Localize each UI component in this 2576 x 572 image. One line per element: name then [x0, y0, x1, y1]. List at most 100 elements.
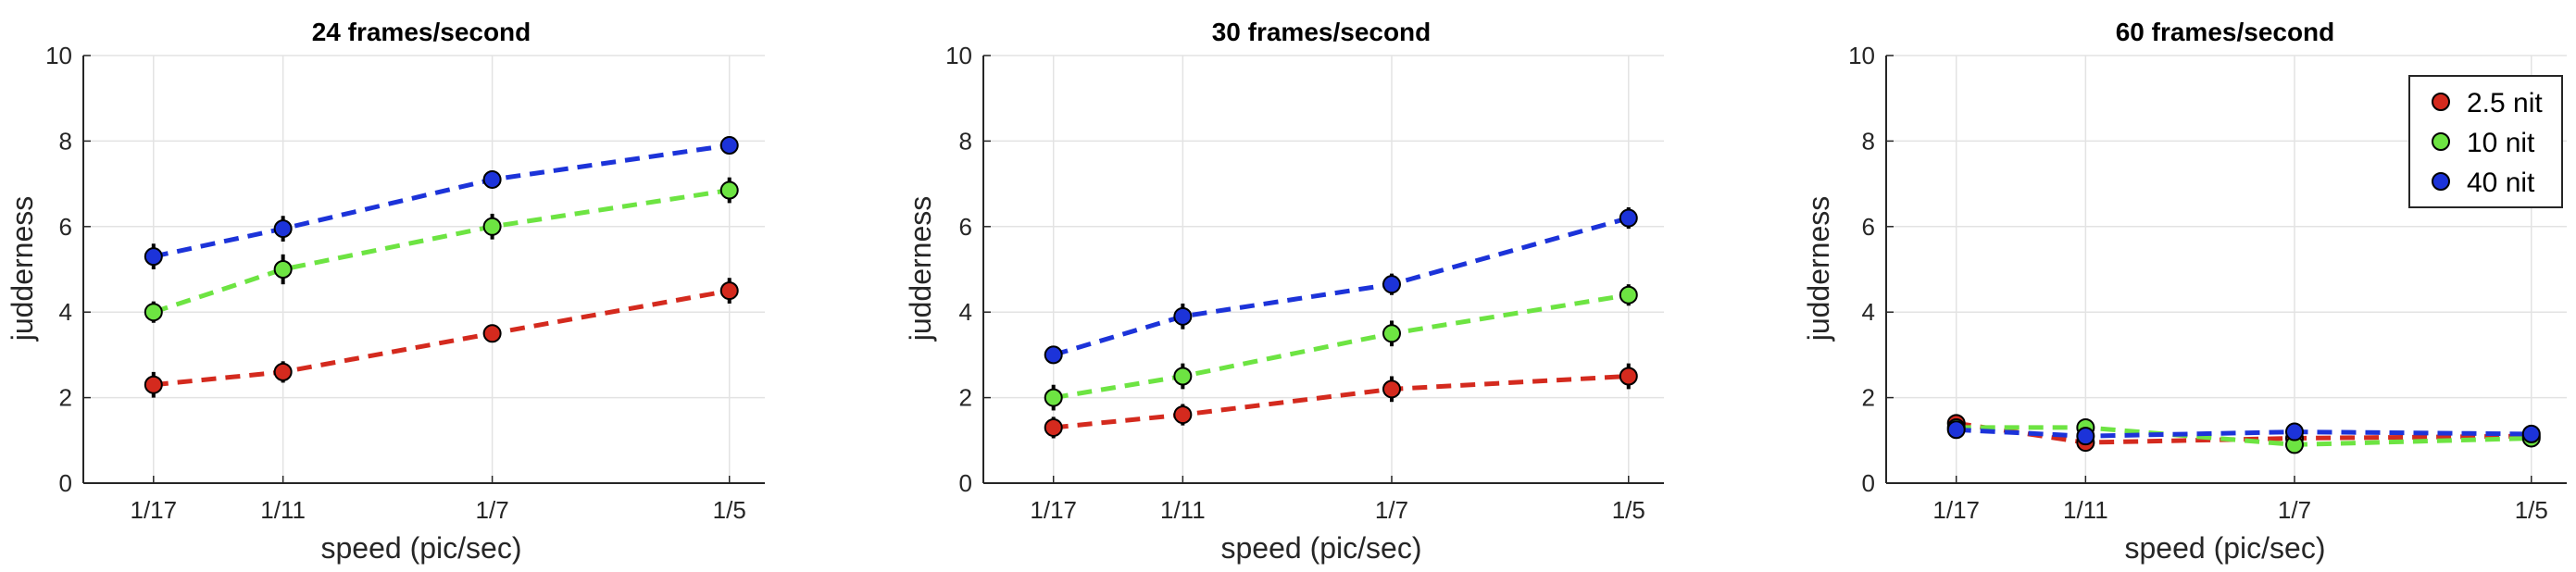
x-tick-label: 1/5 [2515, 496, 2548, 524]
series-line [1956, 420, 2532, 445]
data-point [1382, 379, 1401, 399]
series-10-nit [1053, 292, 1630, 401]
series-line [1053, 374, 1629, 430]
data-point [1382, 324, 1401, 343]
series-markers [1044, 284, 1638, 411]
series-line [153, 143, 731, 259]
x-tick-label: 1/11 [2063, 496, 2108, 524]
series-markers [1946, 420, 2541, 446]
data-point [144, 303, 163, 322]
series-markers [1044, 363, 1638, 439]
data-point [2521, 424, 2541, 443]
series-line [1053, 292, 1630, 401]
chart-panel-30fps: 30 frames/second speed (pic/sec) juddern… [904, 18, 1664, 565]
y-tick-label: 10 [1848, 42, 1875, 69]
legend-label: 2.5 nit [2467, 88, 2543, 118]
y-axis-label: judderness [6, 196, 39, 342]
series-2-5-nit [1053, 374, 1629, 430]
series-2-5-nit [1956, 420, 2532, 445]
legend: 2.5 nit 10 nit 40 nit [2408, 75, 2563, 208]
x-tick-label: 1/17 [1030, 496, 1077, 524]
data-point [1619, 285, 1638, 305]
series-2-5-nit [153, 288, 731, 388]
series-markers [1044, 207, 1638, 365]
y-axis-label: judderness [904, 196, 937, 342]
x-tick-label: 1/17 [131, 496, 178, 524]
series-markers [144, 278, 739, 398]
y-tick-label: 2 [1862, 384, 1875, 412]
x-axis-label: speed (pic/sec) [2125, 531, 2326, 565]
data-point [144, 375, 163, 394]
axes: 0 2 4 6 8 10 1/17 1/11 1/7 1/5 [945, 42, 1664, 524]
series-10-nit [1956, 425, 2532, 447]
x-tick-label: 1/7 [2278, 496, 2311, 524]
chart-panel-60fps: 60 frames/second speed (pic/sec) juddern… [1802, 18, 2567, 565]
y-tick-label: 4 [1862, 298, 1875, 326]
legend-label: 40 nit [2467, 168, 2535, 198]
x-tick-label: 1/7 [476, 496, 509, 524]
data-point [1173, 405, 1193, 425]
axes: 0 2 4 6 8 10 1/17 1/11 1/7 1/5 [1848, 42, 2567, 524]
y-tick-label: 0 [59, 469, 72, 497]
y-tick-label: 0 [959, 469, 972, 497]
y-tick-label: 8 [959, 127, 972, 155]
data-point [1173, 306, 1193, 326]
chart-title: 30 frames/second [1212, 18, 1432, 46]
data-point [1382, 275, 1401, 294]
y-tick-label: 4 [959, 298, 972, 326]
data-point [1044, 388, 1063, 407]
y-tick-label: 2 [959, 384, 972, 412]
series-line [1052, 216, 1630, 357]
data-point [1173, 367, 1193, 386]
y-tick-label: 2 [59, 384, 72, 412]
grid-lines [83, 55, 765, 483]
data-point [482, 169, 502, 189]
series-line [1956, 425, 2532, 447]
data-point [719, 136, 739, 155]
series-line [153, 288, 731, 388]
legend-marker [2432, 172, 2450, 191]
x-tick-label: 1/5 [1612, 496, 1645, 524]
y-tick-label: 6 [959, 213, 972, 241]
series-markers [144, 177, 739, 323]
y-tick-label: 6 [59, 213, 72, 241]
data-point [719, 281, 739, 301]
y-tick-label: 4 [59, 298, 72, 326]
x-axis-label: speed (pic/sec) [1221, 531, 1422, 565]
data-point [1619, 208, 1638, 228]
data-point [2285, 422, 2304, 441]
data-point [1044, 417, 1063, 437]
x-tick-label: 1/5 [713, 496, 746, 524]
chart-title: 24 frames/second [312, 18, 531, 46]
y-tick-label: 0 [1862, 469, 1875, 497]
chart-title: 60 frames/second [2116, 18, 2335, 46]
x-tick-label: 1/17 [1932, 496, 1980, 524]
y-axis-label: judderness [1802, 196, 1835, 342]
data-point [482, 324, 502, 343]
legend-marker [2432, 132, 2450, 151]
legend-marker [2432, 93, 2450, 111]
y-tick-label: 8 [59, 127, 72, 155]
y-tick-label: 10 [945, 42, 972, 69]
data-point [1946, 420, 1966, 440]
x-tick-label: 1/7 [1375, 496, 1408, 524]
x-axis-label: speed (pic/sec) [321, 531, 522, 565]
series-markers [144, 136, 739, 269]
data-point [273, 219, 293, 239]
chart-panel-24fps: 24 frames/second speed (pic/sec) juddern… [6, 18, 765, 565]
y-tick-label: 8 [1862, 127, 1875, 155]
data-point [2076, 427, 2095, 446]
data-point [482, 217, 502, 236]
data-point [273, 362, 293, 381]
series-10-nit [153, 188, 731, 315]
x-tick-label: 1/11 [1160, 496, 1206, 524]
y-tick-label: 6 [1862, 213, 1875, 241]
legend-label: 10 nit [2467, 128, 2535, 158]
data-point [1044, 345, 1063, 365]
series-40-nit [153, 143, 731, 259]
data-point [719, 180, 739, 200]
data-point [1619, 367, 1638, 386]
series-40-nit [1052, 216, 1630, 357]
data-point [144, 247, 163, 267]
